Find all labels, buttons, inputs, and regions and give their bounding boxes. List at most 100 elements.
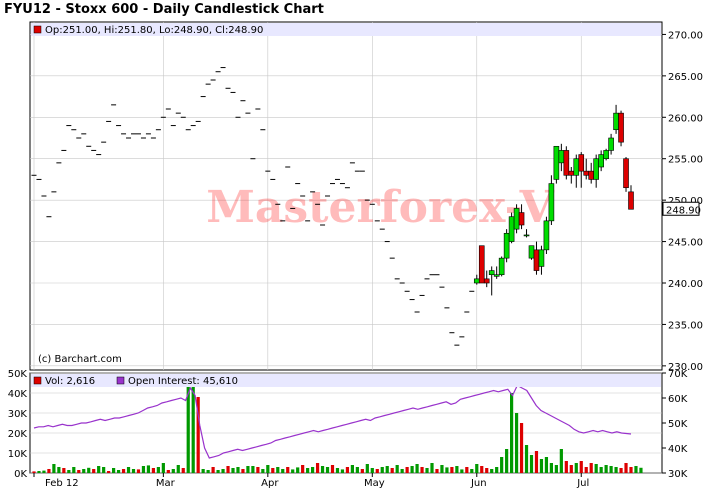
candle-body: [533, 249, 540, 271]
volume-bar: [102, 467, 106, 473]
volume-bar: [37, 471, 41, 473]
volume-tick-label: 10K: [8, 449, 28, 460]
volume-bar: [57, 467, 61, 473]
open-interest-line: [33, 384, 632, 459]
volume-bar: [271, 468, 275, 473]
date-tick-label: May: [364, 478, 385, 489]
oi-tick-label: 60K: [668, 394, 688, 405]
volume-bar: [226, 466, 230, 473]
volume-bar: [116, 470, 121, 473]
price-panel: [29, 21, 663, 371]
volume-bar: [156, 467, 160, 473]
volume-bar: [181, 468, 185, 473]
volume-bar: [355, 467, 359, 473]
candle-body: [548, 183, 555, 222]
price-legend-text: Op:251.00, Hi:251.80, Lo:248.90, Cl:248.…: [45, 25, 263, 36]
volume-bar: [524, 445, 529, 473]
candle-body: [518, 212, 525, 226]
price-tick-label: 235.00: [668, 320, 703, 331]
oi-tick-label: 70K: [668, 369, 688, 380]
volume-bar: [534, 451, 539, 473]
volume-bar: [519, 423, 524, 473]
volume-bar: [136, 469, 141, 473]
volume-tick-label: 30K: [8, 409, 28, 420]
volume-bar: [42, 470, 46, 473]
volume-bar: [375, 469, 379, 473]
volume-bar: [639, 467, 643, 473]
candle-body: [613, 112, 619, 131]
volume-bar: [505, 449, 509, 473]
volume-bar: [325, 467, 330, 473]
volume-bar: [82, 469, 86, 473]
volume-bar: [380, 467, 384, 473]
volume-bar: [231, 468, 235, 473]
volume-bar: [589, 463, 593, 473]
volume-bar: [579, 461, 583, 473]
volume-bar: [62, 468, 66, 473]
volume-bar: [485, 468, 489, 473]
volume-bar: [420, 467, 424, 473]
volume-bar: [107, 471, 111, 473]
volume-bar: [286, 467, 290, 473]
candle-body: [508, 216, 515, 242]
candle-body: [588, 170, 595, 180]
volume-bar: [330, 465, 335, 473]
volume-bar: [112, 468, 116, 473]
volume-bar: [47, 469, 51, 473]
date-axis: Feb 12 Mar Apr May Jun Jul: [33, 473, 589, 489]
candle-body: [503, 232, 510, 259]
volume-bar: [569, 465, 573, 473]
date-tick-label: Jun: [470, 478, 487, 489]
candle-body: [528, 245, 535, 259]
volume-bar: [345, 467, 350, 473]
volume-bar: [365, 464, 369, 473]
volume-bar: [460, 469, 464, 473]
volume-bar: [261, 469, 265, 473]
volume-bar: [634, 466, 638, 473]
volume-bar: [32, 471, 36, 473]
volume-bar: [72, 467, 76, 473]
volume-bar: [97, 466, 101, 473]
volume-bar: [236, 467, 240, 473]
candle-body: [608, 137, 614, 151]
volume-legend-text: Vol: 2,616: [45, 376, 95, 387]
volume-bar: [221, 469, 225, 473]
volume-bar: [544, 457, 549, 473]
volume-bar: [435, 469, 439, 473]
candle-body: [598, 154, 604, 168]
volume-bar: [360, 469, 364, 473]
volume-bar: [529, 455, 534, 473]
volume-bar: [306, 468, 310, 473]
watermark: Masterforex-V: [206, 182, 554, 233]
volume-tick-label: 50K: [8, 369, 28, 380]
candle-body: [513, 208, 520, 230]
volume-bar: [67, 470, 71, 473]
price-tick-label: 270.00: [668, 30, 703, 41]
volume-bar: [500, 457, 504, 473]
candle-body: [523, 234, 530, 237]
price-tick-label: 265.00: [668, 72, 703, 83]
volume-bar: [301, 465, 305, 473]
volume-bar: [146, 465, 151, 473]
oi-tick-label: 50K: [668, 419, 688, 430]
last-price-label: 248.90: [666, 205, 701, 216]
candle-body: [583, 170, 590, 176]
volume-bar: [549, 463, 553, 473]
volume-bar: [281, 469, 285, 473]
volume-bar: [470, 469, 474, 473]
candle-body: [568, 170, 575, 176]
volume-bar: [166, 470, 170, 473]
candle-body: [493, 274, 500, 277]
volume-legend-box: [31, 374, 661, 387]
volume-bar: [216, 470, 220, 473]
volume-bar: [415, 464, 419, 473]
volume-bar: [77, 470, 81, 473]
volume-grid: [30, 372, 662, 474]
candle-body: [543, 220, 550, 251]
volume-tick-label: 20K: [8, 429, 28, 440]
candles: [31, 67, 634, 346]
volume-panel: [29, 372, 663, 474]
volume-bar: [151, 468, 155, 473]
candle-body: [603, 150, 609, 160]
